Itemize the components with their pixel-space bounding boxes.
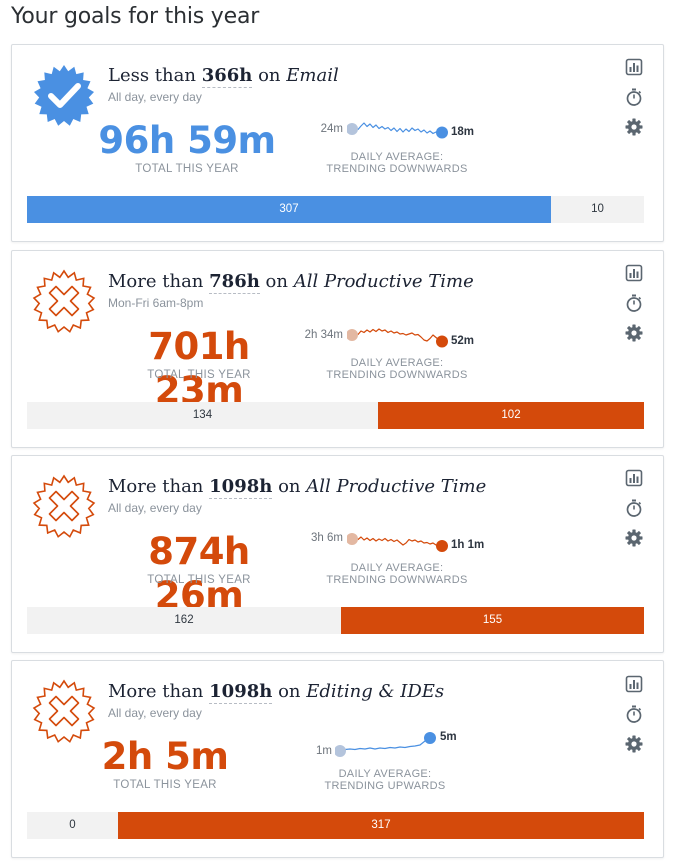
goal-progress-bar: 0 317 [27,812,644,839]
trend-label: TRENDING DOWNWARDS [326,163,468,175]
sparkline-start-label: 1m [316,745,332,757]
gear-icon[interactable] [625,118,643,136]
stopwatch-icon[interactable] [625,499,643,517]
goal-hours[interactable]: 1098h [209,476,273,499]
goal-heading: More than 1098h on Editing & IDEs [108,681,445,704]
goal-card: More than 1098h on Editing & IDEs All da… [11,660,664,858]
goal-comparison: Less than [108,65,196,86]
trend-label: TRENDING UPWARDS [324,780,446,792]
bar-chart-icon[interactable] [625,469,643,487]
goal-schedule: All day, every day [108,90,202,104]
total-label: TOTAL THIS YEAR [147,369,251,381]
goal-hours[interactable]: 786h [209,271,260,294]
goal-target: All Productive Time [293,271,474,292]
goal-heading: More than 1098h on All Productive Time [108,476,487,499]
goal-heading: Less than 366h on Email [108,65,339,88]
goal-card: More than 1098h on All Productive Time A… [11,455,664,653]
goal-hours[interactable]: 1098h [209,681,273,704]
sparkline-end-label: 52m [451,335,475,347]
goal-comparison: More than [108,681,204,702]
sparkline-end-label: 5m [440,731,457,743]
goal-schedule: All day, every day [108,501,202,515]
daily-average-label: DAILY AVERAGE: [350,357,444,369]
progress-segment-over: 317 [118,812,644,839]
total-time: 96h 59m [98,119,276,162]
goal-hours[interactable]: 366h [201,65,253,88]
goal-progress-bar: 307 10 [27,196,644,223]
gear-icon[interactable] [625,529,643,547]
goal-schedule: All day, every day [108,706,202,720]
total-time: 2h 5m [101,735,229,778]
goal-target: Editing & IDEs [306,681,445,702]
daily-average-sparkline [347,533,448,552]
bar-chart-icon[interactable] [625,58,643,76]
progress-segment-over: 102 [378,402,644,429]
sparkline-start-label: 24m [320,123,343,135]
bar-chart-icon[interactable] [625,264,643,282]
stopwatch-icon[interactable] [625,294,643,312]
progress-segment-met: 307 [27,196,551,223]
daily-average-sparkline [335,732,436,757]
x-badge-icon [32,474,96,538]
daily-average-label: DAILY AVERAGE: [350,151,444,163]
trend-label: TRENDING DOWNWARDS [326,574,468,586]
goal-on: on [258,65,281,86]
goal-card: More than 786h on All Productive Time Mo… [11,250,664,448]
goal-schedule: Mon-Fri 6am-8pm [108,296,204,310]
stopwatch-icon[interactable] [625,88,643,106]
daily-average-sparkline [347,122,448,139]
progress-segment-remaining: 162 [27,607,341,634]
progress-segment-remaining: 134 [27,402,378,429]
daily-average-label: DAILY AVERAGE: [350,562,444,574]
goal-comparison: More than [108,476,204,497]
goal-on: on [278,476,301,497]
x-badge-icon [32,679,96,743]
goal-card: Less than 366h on Email All day, every d… [11,44,664,242]
gear-icon[interactable] [625,735,643,753]
sparkline-start-label: 3h 6m [311,532,343,544]
goal-target: Email [286,65,339,86]
sparkline-end-label: 18m [451,126,475,138]
gear-icon[interactable] [625,324,643,342]
stopwatch-icon[interactable] [625,705,643,723]
goal-on: on [278,681,301,702]
goal-progress-bar: 134 102 [27,402,644,429]
daily-average-label: DAILY AVERAGE: [338,768,432,780]
goal-heading: More than 786h on All Productive Time [108,271,474,294]
goal-target: All Productive Time [306,476,487,497]
trend-label: TRENDING DOWNWARDS [326,369,468,381]
progress-segment-remaining: 0 [27,812,118,839]
goal-comparison: More than [108,271,204,292]
progress-segment-over: 155 [341,607,644,634]
total-label: TOTAL THIS YEAR [135,163,239,175]
progress-segment-remaining: 10 [551,196,644,223]
sparkline-end-label: 1h 1m [451,539,485,551]
bar-chart-icon[interactable] [625,675,643,693]
page-title: Your goals for this year [11,4,260,29]
sparkline-start-label: 2h 34m [304,329,343,341]
goal-progress-bar: 162 155 [27,607,644,634]
goal-on: on [265,271,288,292]
daily-average-sparkline [347,328,448,348]
check-badge-icon [34,65,94,126]
x-badge-icon [32,269,96,333]
total-label: TOTAL THIS YEAR [147,574,251,586]
total-label: TOTAL THIS YEAR [113,779,217,791]
